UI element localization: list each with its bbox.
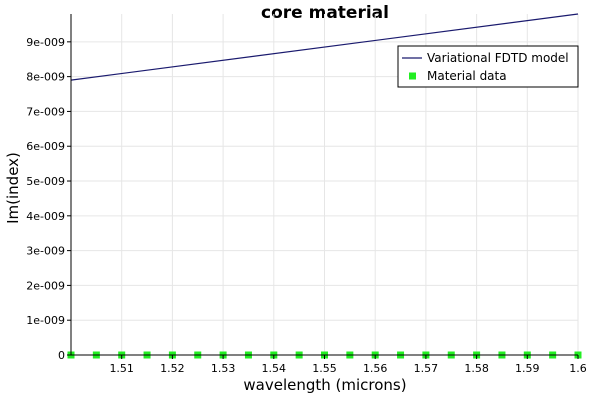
x-tick-label: 1.51 (109, 362, 134, 375)
x-tick-label: 1.57 (414, 362, 439, 375)
y-tick-label: 4e-009 (26, 210, 65, 223)
legend-label: Variational FDTD model (427, 51, 569, 65)
x-axis-label: wavelength (microns) (243, 376, 406, 394)
y-axis-ticks: 0 1e-009 2e-009 3e-009 4e-009 5e-009 6e-009 7e-… (26, 36, 71, 362)
legend: Variational FDTD model Material data (397, 45, 579, 88)
legend-box (397, 45, 579, 88)
x-tick-label: 1.53 (211, 362, 236, 375)
y-tick-label: 0 (58, 349, 65, 362)
legend-label: Material data (427, 69, 507, 83)
y-tick-label: 3e-009 (26, 245, 65, 258)
y-tick-label: 8e-009 (26, 71, 65, 84)
chart-title: core material (261, 3, 389, 23)
x-tick-label: 1.6 (569, 362, 587, 375)
y-tick-label: 9e-009 (26, 36, 65, 49)
x-tick-label: 1.56 (363, 362, 388, 375)
grid-lines (71, 14, 579, 355)
x-tick-label: 1.54 (262, 362, 287, 375)
x-tick-label: 1.52 (160, 362, 185, 375)
legend-square-swatch (409, 72, 416, 80)
series-line-variational-fdtd (70, 13, 579, 81)
y-axis-label: Im(index) (4, 152, 22, 224)
x-axis-ticks: 1.51 1.52 1.53 1.54 1.55 1.56 1.57 1.58 1.59 1.6 (109, 355, 587, 375)
x-tick-label: 1.58 (464, 362, 489, 375)
x-tick-label: 1.55 (312, 362, 337, 375)
y-tick-label: 1e-009 (26, 314, 65, 327)
y-tick-label: 7e-009 (26, 105, 65, 118)
y-tick-label: 5e-009 (26, 175, 65, 188)
x-tick-label: 1.59 (515, 362, 540, 375)
y-tick-label: 2e-009 (26, 279, 65, 292)
y-tick-label: 6e-009 (26, 140, 65, 153)
